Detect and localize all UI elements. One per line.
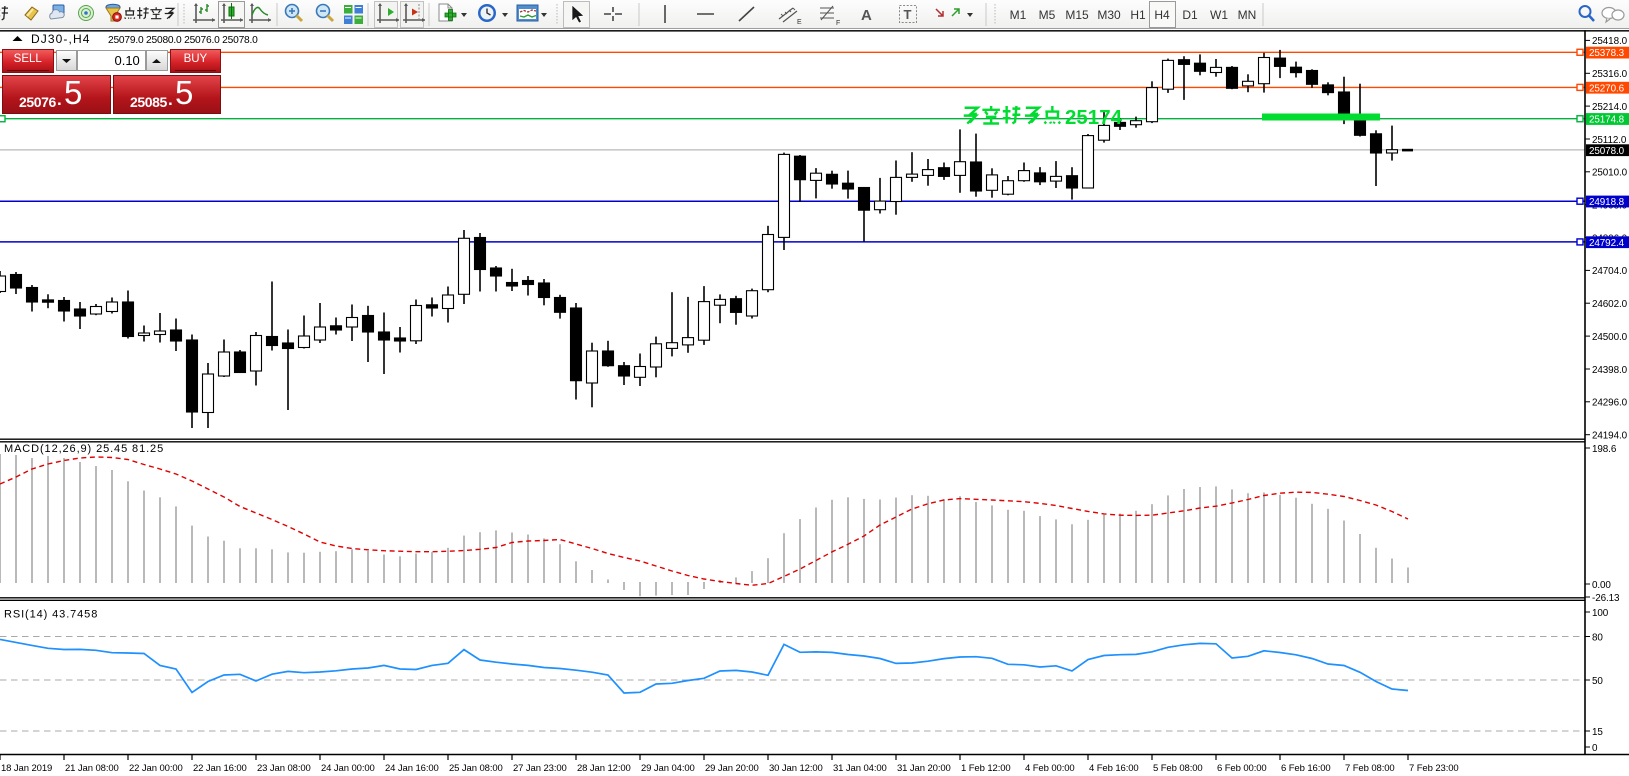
svg-text:A: A (861, 7, 872, 24)
svg-text:15: 15 (1592, 727, 1603, 738)
svg-text:80: 80 (1592, 632, 1603, 643)
svg-text:H1: H1 (1130, 8, 1146, 22)
svg-text:25270.6: 25270.6 (1589, 83, 1625, 94)
svg-text:H4: H4 (1154, 8, 1170, 22)
svg-text:6 Feb 16:00: 6 Feb 16:00 (1281, 763, 1331, 774)
svg-text:22 Jan 16:00: 22 Jan 16:00 (193, 763, 247, 774)
svg-text:M1: M1 (1010, 8, 1027, 22)
svg-text:MACD(12,26,9) 25.45 81.25: MACD(12,26,9) 25.45 81.25 (4, 443, 164, 455)
svg-text:M5: M5 (1039, 8, 1056, 22)
svg-text:29 Jan 04:00: 29 Jan 04:00 (641, 763, 695, 774)
svg-text:7 Feb 23:00: 7 Feb 23:00 (1409, 763, 1459, 774)
svg-text:24296.0: 24296.0 (1592, 398, 1628, 409)
svg-text:24704.0: 24704.0 (1592, 266, 1628, 277)
svg-text:25174.8: 25174.8 (1589, 115, 1625, 126)
svg-text:25418.0: 25418.0 (1592, 36, 1628, 47)
svg-text:7 Feb 08:00: 7 Feb 08:00 (1345, 763, 1395, 774)
svg-text:31 Jan 04:00: 31 Jan 04:00 (833, 763, 887, 774)
svg-text:24 Jan 00:00: 24 Jan 00:00 (321, 763, 375, 774)
svg-text:27 Jan 23:00: 27 Jan 23:00 (513, 763, 567, 774)
svg-text:24194.0: 24194.0 (1592, 431, 1628, 442)
svg-text:25316.0: 25316.0 (1592, 69, 1628, 80)
svg-text:30 Jan 12:00: 30 Jan 12:00 (769, 763, 823, 774)
svg-text:0.00: 0.00 (1592, 580, 1611, 591)
svg-text:6 Feb 00:00: 6 Feb 00:00 (1217, 763, 1267, 774)
svg-text:28 Jan 12:00: 28 Jan 12:00 (577, 763, 631, 774)
svg-text:25079.0 25080.0 25076.0 25078.: 25079.0 25080.0 25076.0 25078.0 (108, 35, 258, 46)
svg-text:T: T (904, 7, 912, 22)
svg-text:D1: D1 (1182, 8, 1198, 22)
svg-text:21 Jan 08:00: 21 Jan 08:00 (65, 763, 119, 774)
svg-text:0: 0 (1592, 743, 1598, 754)
svg-text:24 Jan 16:00: 24 Jan 16:00 (385, 763, 439, 774)
svg-text:RSI(14) 43.7458: RSI(14) 43.7458 (4, 609, 98, 621)
svg-text:24500.0: 24500.0 (1592, 332, 1628, 343)
svg-text:29 Jan 20:00: 29 Jan 20:00 (705, 763, 759, 774)
svg-text:M15: M15 (1065, 8, 1089, 22)
svg-text:E: E (797, 19, 802, 26)
svg-text:4 Feb 16:00: 4 Feb 16:00 (1089, 763, 1139, 774)
svg-text:25 Jan 08:00: 25 Jan 08:00 (449, 763, 503, 774)
svg-text:24602.0: 24602.0 (1592, 299, 1628, 310)
svg-text:W1: W1 (1210, 8, 1228, 22)
svg-text:22 Jan 00:00: 22 Jan 00:00 (129, 763, 183, 774)
svg-text:50: 50 (1592, 676, 1603, 687)
svg-text:24918.8: 24918.8 (1589, 197, 1625, 208)
svg-text:1 Feb 12:00: 1 Feb 12:00 (961, 763, 1011, 774)
svg-text:25112.0: 25112.0 (1592, 135, 1627, 146)
svg-text:MN: MN (1238, 8, 1257, 22)
svg-text:25010.0: 25010.0 (1592, 168, 1628, 179)
svg-text:31 Jan 20:00: 31 Jan 20:00 (897, 763, 951, 774)
svg-text:5 Feb 08:00: 5 Feb 08:00 (1153, 763, 1203, 774)
svg-text:24398.0: 24398.0 (1592, 365, 1628, 376)
svg-text:M30: M30 (1097, 8, 1121, 22)
svg-text:24792.4: 24792.4 (1589, 238, 1625, 249)
svg-text:100: 100 (1592, 608, 1609, 619)
svg-text:4 Feb 00:00: 4 Feb 00:00 (1025, 763, 1075, 774)
svg-text:25214.0: 25214.0 (1592, 102, 1628, 113)
svg-text:F: F (836, 20, 840, 27)
svg-text:18 Jan 2019: 18 Jan 2019 (1, 763, 52, 774)
svg-text:-26.13: -26.13 (1592, 593, 1620, 604)
svg-text:25078.0: 25078.0 (1589, 146, 1625, 157)
svg-text:25174: 25174 (1065, 106, 1123, 129)
svg-text:23 Jan 08:00: 23 Jan 08:00 (257, 763, 311, 774)
svg-text:25378.3: 25378.3 (1589, 48, 1625, 59)
svg-text:DJ30-,H4: DJ30-,H4 (31, 32, 90, 46)
svg-text:198.6: 198.6 (1592, 444, 1617, 455)
